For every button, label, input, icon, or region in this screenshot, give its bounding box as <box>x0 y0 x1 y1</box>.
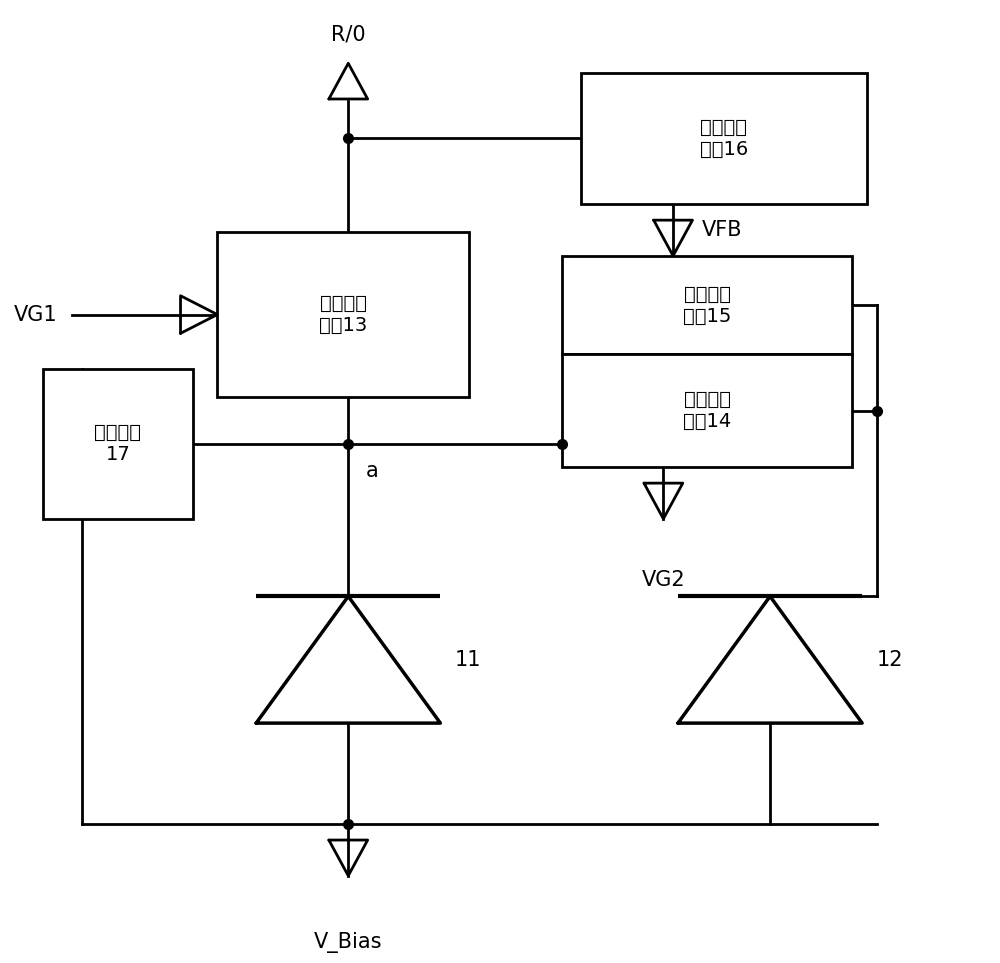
Text: 第一控制
单元13: 第一控制 单元13 <box>319 294 368 335</box>
Text: VFB: VFB <box>702 220 743 240</box>
Bar <box>562 354 852 467</box>
Text: 阈値比较
单元16: 阈値比较 单元16 <box>700 117 748 159</box>
Text: 11: 11 <box>455 650 481 669</box>
Text: V_Bias: V_Bias <box>314 932 383 953</box>
Bar <box>581 72 867 204</box>
Bar <box>43 369 193 519</box>
Text: 第二控制
单元14: 第二控制 单元14 <box>683 390 731 431</box>
Text: 12: 12 <box>877 650 903 669</box>
Text: 第三控制
单元15: 第三控制 单元15 <box>683 285 731 325</box>
Text: VG2: VG2 <box>642 570 685 590</box>
Text: 储能单元
17: 储能单元 17 <box>94 423 141 464</box>
Text: a: a <box>366 460 378 481</box>
Bar <box>217 232 469 397</box>
Text: VG1: VG1 <box>14 304 57 325</box>
Text: R/0: R/0 <box>331 24 366 44</box>
Bar <box>562 256 852 354</box>
